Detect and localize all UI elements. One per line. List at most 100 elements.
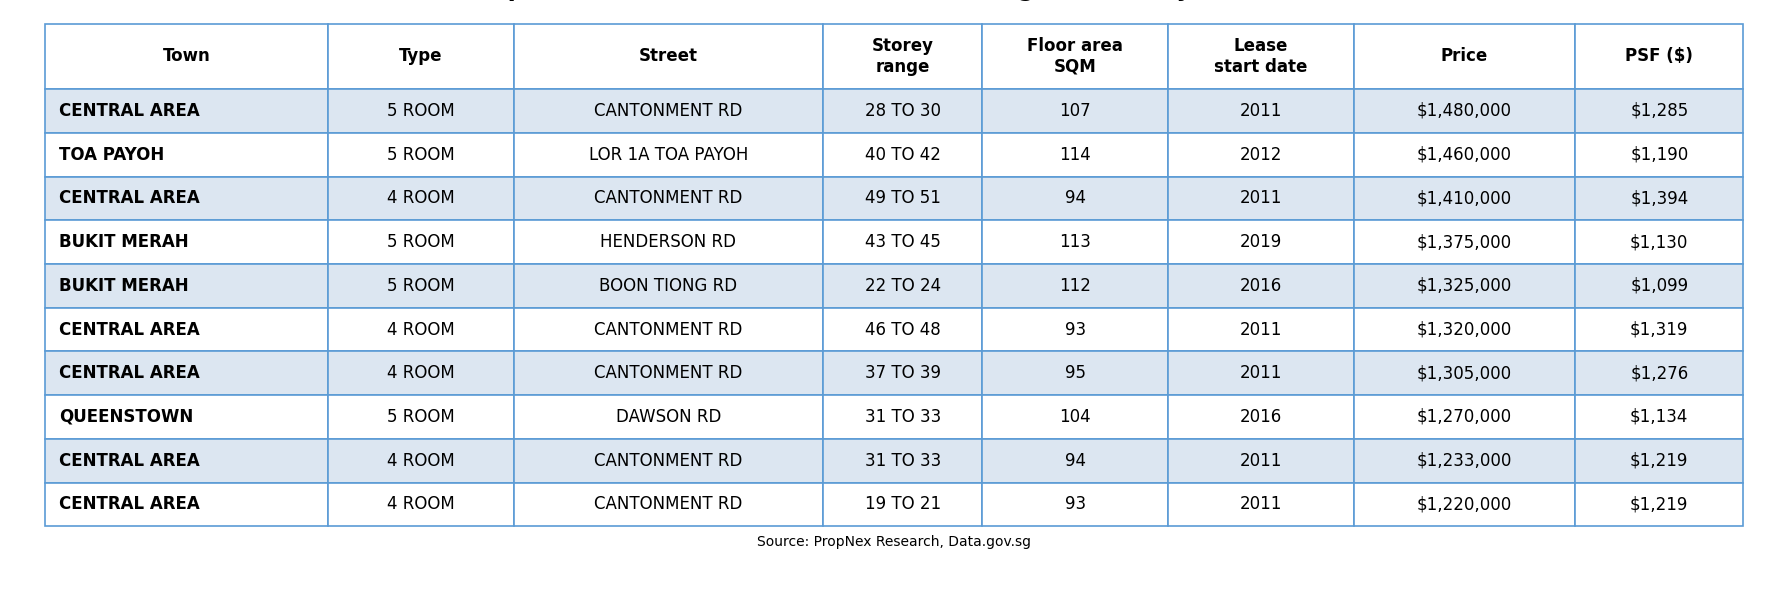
Bar: [327, 220, 513, 264]
Text: HENDERSON RD: HENDERSON RD: [601, 233, 737, 251]
Bar: [1354, 439, 1575, 482]
Bar: [982, 133, 1168, 176]
Bar: [1575, 439, 1743, 482]
Text: PSF ($): PSF ($): [1625, 48, 1693, 65]
Text: 104: 104: [1060, 408, 1091, 426]
Bar: [45, 482, 327, 526]
Text: CANTONMENT RD: CANTONMENT RD: [594, 321, 742, 339]
Text: $1,319: $1,319: [1631, 321, 1688, 339]
Text: 5 ROOM: 5 ROOM: [386, 408, 454, 426]
Text: 31 TO 33: 31 TO 33: [865, 408, 940, 426]
Bar: [982, 395, 1168, 439]
Bar: [327, 264, 513, 308]
Bar: [1354, 133, 1575, 176]
Bar: [327, 133, 513, 176]
Text: 4 ROOM: 4 ROOM: [386, 321, 454, 339]
Bar: [1168, 220, 1354, 264]
Bar: [982, 176, 1168, 220]
Bar: [982, 482, 1168, 526]
Bar: [45, 89, 327, 133]
Text: CENTRAL AREA: CENTRAL AREA: [59, 189, 200, 207]
Bar: [1168, 482, 1354, 526]
Text: 5 ROOM: 5 ROOM: [386, 102, 454, 120]
Bar: [1575, 89, 1743, 133]
Text: $1,220,000: $1,220,000: [1418, 495, 1513, 513]
Bar: [822, 308, 982, 352]
Bar: [1354, 482, 1575, 526]
Text: $1,375,000: $1,375,000: [1418, 233, 1513, 251]
Bar: [982, 24, 1168, 89]
Text: Source: PropNex Research, Data.gov.sg: Source: PropNex Research, Data.gov.sg: [756, 535, 1032, 549]
Text: 94: 94: [1066, 451, 1085, 470]
Text: 4 ROOM: 4 ROOM: [386, 364, 454, 383]
Bar: [1575, 220, 1743, 264]
Text: Price: Price: [1441, 48, 1488, 65]
Bar: [513, 308, 822, 352]
Bar: [1575, 133, 1743, 176]
Bar: [982, 439, 1168, 482]
Text: $1,134: $1,134: [1631, 408, 1688, 426]
Bar: [1575, 24, 1743, 89]
Text: $1,233,000: $1,233,000: [1416, 451, 1513, 470]
Text: CANTONMENT RD: CANTONMENT RD: [594, 451, 742, 470]
Bar: [1168, 352, 1354, 395]
Text: 113: 113: [1060, 233, 1091, 251]
Text: 2011: 2011: [1239, 189, 1282, 207]
Text: 31 TO 33: 31 TO 33: [865, 451, 940, 470]
Text: 95: 95: [1066, 364, 1085, 383]
Text: 5 ROOM: 5 ROOM: [386, 146, 454, 164]
Text: BUKIT MERAH: BUKIT MERAH: [59, 277, 188, 295]
Bar: [982, 264, 1168, 308]
Bar: [1354, 395, 1575, 439]
Bar: [45, 220, 327, 264]
Text: Table 4: Top 10 HDB resale flats transacted in August 2023 by Transacted Price: Table 4: Top 10 HDB resale flats transac…: [367, 0, 1421, 1]
Bar: [513, 482, 822, 526]
Text: LOR 1A TOA PAYOH: LOR 1A TOA PAYOH: [588, 146, 747, 164]
Bar: [1168, 308, 1354, 352]
Text: $1,285: $1,285: [1631, 102, 1688, 120]
Text: QUEENSTOWN: QUEENSTOWN: [59, 408, 193, 426]
Bar: [1354, 24, 1575, 89]
Bar: [1354, 89, 1575, 133]
Text: 2016: 2016: [1241, 277, 1282, 295]
Text: 5 ROOM: 5 ROOM: [386, 277, 454, 295]
Text: 4 ROOM: 4 ROOM: [386, 495, 454, 513]
Text: CANTONMENT RD: CANTONMENT RD: [594, 495, 742, 513]
Bar: [822, 220, 982, 264]
Text: 19 TO 21: 19 TO 21: [865, 495, 940, 513]
Bar: [1168, 89, 1354, 133]
Text: 93: 93: [1066, 321, 1085, 339]
Bar: [45, 264, 327, 308]
Text: DAWSON RD: DAWSON RD: [615, 408, 721, 426]
Text: 46 TO 48: 46 TO 48: [865, 321, 940, 339]
Bar: [327, 89, 513, 133]
Bar: [45, 439, 327, 482]
Text: $1,270,000: $1,270,000: [1418, 408, 1513, 426]
Text: 49 TO 51: 49 TO 51: [865, 189, 940, 207]
Bar: [45, 395, 327, 439]
Bar: [1575, 264, 1743, 308]
Bar: [327, 482, 513, 526]
Bar: [1575, 352, 1743, 395]
Text: 93: 93: [1066, 495, 1085, 513]
Bar: [327, 395, 513, 439]
Bar: [1354, 308, 1575, 352]
Bar: [513, 220, 822, 264]
Text: 107: 107: [1060, 102, 1091, 120]
Text: 112: 112: [1060, 277, 1091, 295]
Text: $1,325,000: $1,325,000: [1418, 277, 1513, 295]
Bar: [822, 133, 982, 176]
Text: 2011: 2011: [1239, 364, 1282, 383]
Text: $1,130: $1,130: [1631, 233, 1688, 251]
Bar: [1168, 439, 1354, 482]
Text: Lease
start date: Lease start date: [1214, 37, 1307, 76]
Text: BOON TIONG RD: BOON TIONG RD: [599, 277, 737, 295]
Text: 40 TO 42: 40 TO 42: [865, 146, 940, 164]
Text: CENTRAL AREA: CENTRAL AREA: [59, 495, 200, 513]
Text: Storey
range: Storey range: [873, 37, 933, 76]
Bar: [1168, 133, 1354, 176]
Text: BUKIT MERAH: BUKIT MERAH: [59, 233, 188, 251]
Text: $1,410,000: $1,410,000: [1418, 189, 1513, 207]
Text: 94: 94: [1066, 189, 1085, 207]
Bar: [513, 133, 822, 176]
